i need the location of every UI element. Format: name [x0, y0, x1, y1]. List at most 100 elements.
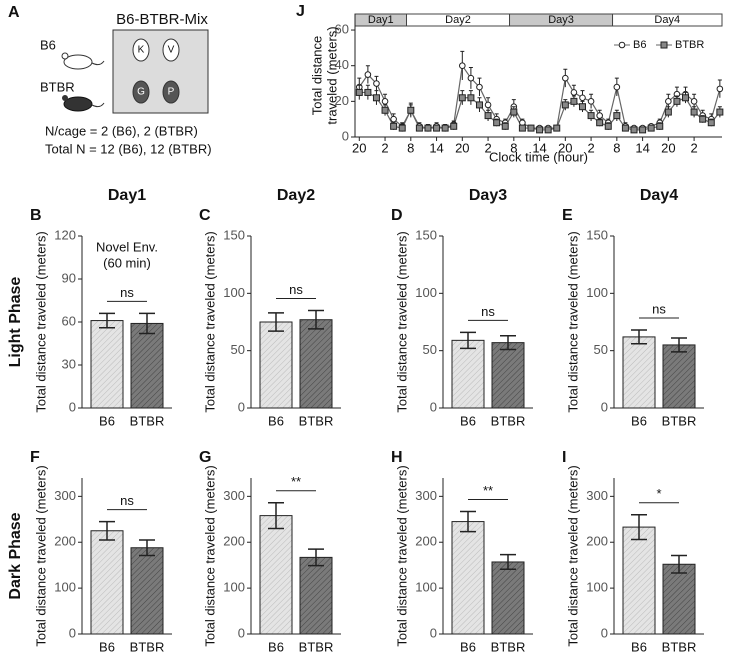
y-tick-label: 0	[69, 625, 76, 640]
data-point	[398, 124, 406, 132]
data-point	[372, 94, 380, 102]
y-tick-label: 0	[342, 128, 349, 143]
data-point	[690, 108, 698, 116]
bar	[259, 321, 293, 409]
data-point	[527, 124, 535, 132]
data-point	[596, 119, 604, 127]
y-axis-label: Total distance traveled (meters)	[202, 231, 217, 412]
error-bar	[99, 312, 115, 329]
data-point	[433, 124, 441, 132]
data-point	[579, 94, 586, 102]
day-band-label: Day4	[654, 14, 680, 26]
strain-label: B6	[40, 37, 56, 52]
mouse-id: K	[138, 45, 145, 56]
y-tick-label: 200	[54, 534, 76, 549]
panel-label: J	[296, 3, 305, 20]
y-axis-label: Total distance	[309, 36, 324, 116]
data-point	[536, 126, 544, 134]
y-tick-label: 0	[69, 399, 76, 414]
data-point	[467, 74, 475, 82]
column-label: Day1	[108, 187, 146, 204]
y-tick-label: 100	[415, 580, 437, 595]
x-tick-label: B6	[268, 413, 284, 428]
data-point	[475, 101, 483, 109]
y-tick-label: 120	[54, 227, 76, 242]
mouse-icon	[62, 95, 105, 112]
data-point	[415, 124, 423, 132]
y-tick-label: 40	[335, 57, 349, 72]
data-point	[578, 103, 586, 111]
annotation: (60 min)	[103, 255, 151, 270]
y-axis-label: Total distance traveled (meters)	[202, 465, 217, 646]
bar	[491, 561, 525, 635]
cage-mouse	[162, 38, 180, 62]
y-tick-label: 150	[586, 227, 608, 242]
x-tick-label: 2	[484, 140, 491, 155]
day-band	[612, 13, 723, 27]
data-point	[561, 101, 569, 109]
panel-label: H	[391, 449, 403, 466]
bar	[662, 344, 696, 409]
data-point	[355, 88, 363, 96]
bar	[90, 320, 124, 409]
cage-mouse	[162, 80, 180, 104]
y-tick-label: 50	[594, 342, 608, 357]
data-point	[647, 124, 655, 132]
data-point	[716, 108, 724, 116]
bar	[299, 556, 333, 635]
data-point	[424, 124, 432, 132]
bar	[259, 515, 293, 635]
y-tick-label: 30	[62, 356, 76, 371]
error-bar	[268, 502, 284, 530]
y-axis-label: Total distance traveled (meters)	[565, 465, 580, 646]
x-tick-label: B6	[631, 639, 647, 654]
y-tick-label: 100	[54, 580, 76, 595]
x-tick-label: B6	[631, 413, 647, 428]
y-axis-label: Total distance traveled (meters)	[565, 231, 580, 412]
data-point	[690, 98, 698, 105]
data-point	[587, 112, 595, 120]
data-point	[407, 106, 415, 114]
error-bar	[500, 335, 516, 351]
y-tick-label: 200	[223, 534, 245, 549]
error-bar	[631, 513, 647, 541]
x-tick-label: BTBR	[130, 639, 165, 654]
significance-label: ns	[120, 493, 134, 508]
x-axis-label: Clock time (hour)	[489, 149, 588, 164]
y-tick-label: 20	[335, 93, 349, 108]
error-bar	[500, 553, 516, 571]
y-tick-label: 60	[335, 21, 349, 36]
mouse-id: V	[168, 45, 175, 56]
data-point	[510, 108, 518, 116]
significance-label: **	[483, 483, 493, 498]
data-point	[587, 98, 595, 105]
note: N/cage = 2 (B6), 2 (BTBR)	[45, 123, 198, 138]
data-point	[381, 106, 389, 114]
panel-label: B	[30, 207, 42, 224]
x-tick-label: BTBR	[662, 413, 697, 428]
bar	[90, 530, 124, 635]
error-bar	[139, 539, 155, 557]
data-point	[381, 98, 389, 105]
error-bar	[308, 309, 324, 330]
bar	[130, 322, 164, 409]
annotation: Novel Env.	[96, 239, 158, 254]
y-axis-label: traveled (meters)	[324, 26, 339, 124]
y-axis-label: Total distance traveled (meters)	[33, 465, 48, 646]
y-tick-label: 0	[238, 625, 245, 640]
y-tick-label: 0	[601, 625, 608, 640]
x-tick-label: B6	[99, 413, 115, 428]
error-bar	[631, 329, 647, 345]
x-tick-label: 8	[613, 140, 620, 155]
data-point	[656, 122, 664, 130]
y-tick-label: 60	[62, 313, 76, 328]
data-point	[553, 124, 561, 132]
y-tick-label: 300	[223, 488, 245, 503]
x-tick-label: B6	[99, 639, 115, 654]
panel-label: F	[30, 449, 40, 466]
legend-marker	[618, 41, 626, 49]
y-tick-label: 200	[586, 534, 608, 549]
data-point	[613, 83, 621, 91]
error-bar	[268, 312, 284, 332]
